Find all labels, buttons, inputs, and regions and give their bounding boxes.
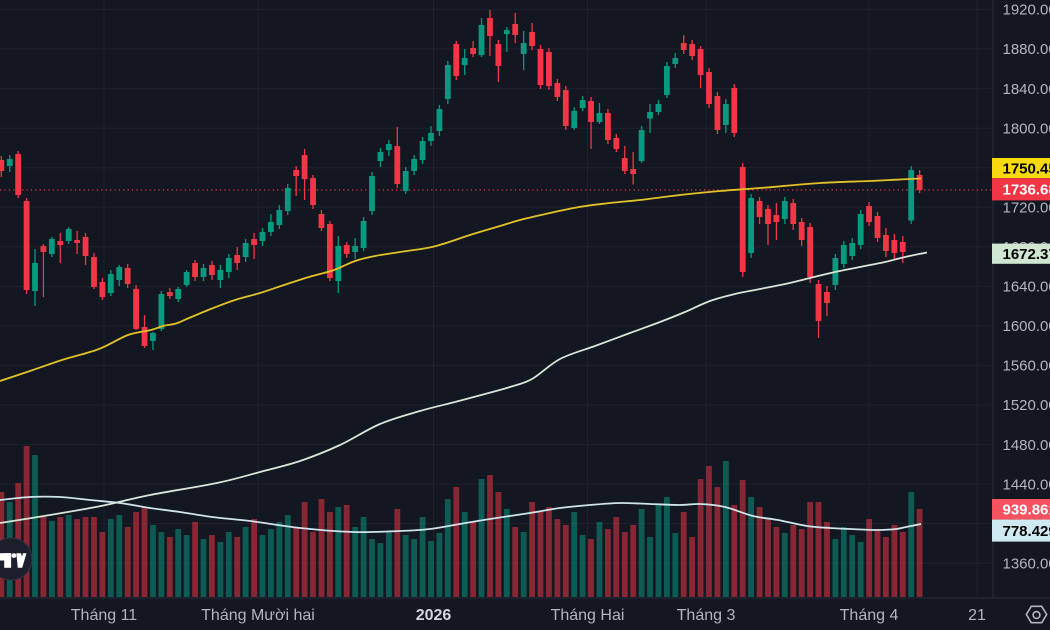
svg-text:Tháng Mười hai: Tháng Mười hai <box>201 607 315 624</box>
svg-text:21: 21 <box>968 607 986 624</box>
svg-text:1920.00: 1920.00 <box>1003 2 1050 19</box>
svg-text:1736.68: 1736.68 <box>1003 182 1050 199</box>
svg-text:1720.00: 1720.00 <box>1003 199 1050 216</box>
svg-text:1880.00: 1880.00 <box>1003 41 1050 58</box>
svg-text:2026: 2026 <box>416 607 452 624</box>
svg-text:1480.00: 1480.00 <box>1003 437 1050 454</box>
svg-text:1750.45: 1750.45 <box>1003 160 1050 177</box>
svg-text:1520.00: 1520.00 <box>1003 397 1050 414</box>
svg-text:939.861: 939.861 <box>1003 502 1050 519</box>
svg-text:1560.00: 1560.00 <box>1003 358 1050 375</box>
svg-text:1800.00: 1800.00 <box>1003 120 1050 137</box>
svg-text:Tháng 3: Tháng 3 <box>677 607 736 624</box>
svg-text:1440.00: 1440.00 <box>1003 476 1050 493</box>
svg-text:1672.37: 1672.37 <box>1003 246 1050 263</box>
svg-text:1600.00: 1600.00 <box>1003 318 1050 335</box>
svg-text:1360.00: 1360.00 <box>1003 555 1050 572</box>
svg-text:1840.00: 1840.00 <box>1003 81 1050 98</box>
svg-text:Tháng Hai: Tháng Hai <box>551 607 625 624</box>
svg-text:1640.00: 1640.00 <box>1003 279 1050 296</box>
svg-text:Tháng 11: Tháng 11 <box>71 607 138 624</box>
svg-text:778.429: 778.429 <box>1003 523 1050 540</box>
svg-text:Tháng 4: Tháng 4 <box>840 607 899 624</box>
